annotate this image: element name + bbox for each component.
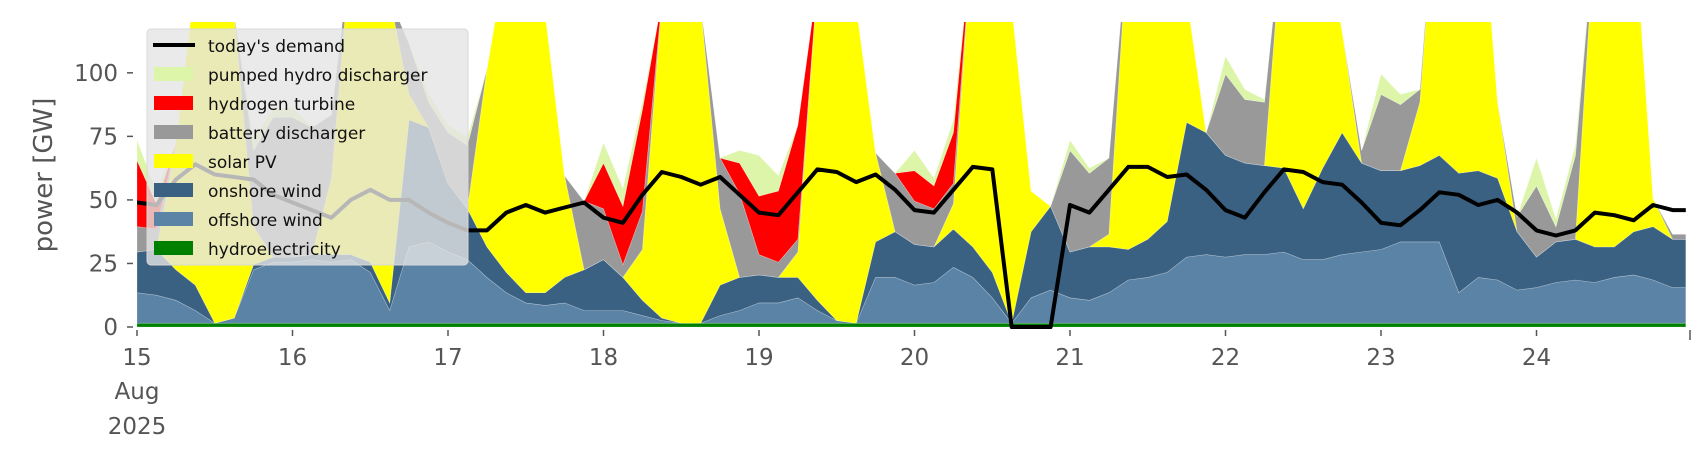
x-tick-label: 24 bbox=[1522, 345, 1551, 371]
legend-swatch-offshore bbox=[154, 212, 193, 226]
legend-label: pumped hydro discharger bbox=[208, 66, 427, 86]
y-tick-label: 100 bbox=[74, 61, 118, 87]
x-tick-label: 15 bbox=[122, 345, 151, 371]
legend-item-battery: battery discharger bbox=[154, 124, 365, 144]
x-tick-label: 16 bbox=[278, 345, 307, 371]
legend-item-hydrogen: hydrogen turbine bbox=[154, 95, 355, 115]
legend-label: hydroelectricity bbox=[208, 240, 341, 260]
legend-label: onshore wind bbox=[208, 182, 322, 202]
area-hydroelectricity bbox=[137, 322, 1687, 328]
y-tick-label: 25 bbox=[89, 251, 118, 277]
y-tick-label: 75 bbox=[89, 124, 118, 150]
legend-item-pumped-hydro: pumped hydro discharger bbox=[154, 66, 427, 86]
legend-swatch-solar bbox=[154, 154, 193, 168]
legend-item-offshore: offshore wind bbox=[154, 211, 323, 231]
legend-label: hydrogen turbine bbox=[208, 95, 355, 115]
legend-item-solar: solar PV bbox=[154, 153, 277, 173]
x-tick-label: 20 bbox=[900, 345, 929, 371]
x-tick-label: 22 bbox=[1211, 345, 1240, 371]
x-tick-label: 17 bbox=[433, 345, 462, 371]
legend-item-hydro: hydroelectricity bbox=[154, 240, 341, 260]
x-tick-label: 19 bbox=[744, 345, 773, 371]
y-axis: 0 25 50 75 100 bbox=[74, 61, 133, 341]
x-tick-label: Aug bbox=[115, 379, 160, 405]
legend-box bbox=[146, 28, 469, 266]
x-tick-label: 23 bbox=[1366, 345, 1395, 371]
legend-swatch-hydro bbox=[154, 241, 193, 255]
legend-swatch-onshore bbox=[154, 183, 193, 197]
x-tick-label: 18 bbox=[589, 345, 618, 371]
y-axis-label: power [GW] bbox=[29, 98, 59, 253]
legend-label: offshore wind bbox=[208, 211, 323, 231]
x-axis: 15 Aug 2025 16 17 18 19 20 21 22 23 24 bbox=[108, 330, 1691, 440]
x-tick-label: 2025 bbox=[108, 414, 167, 440]
legend: today's demand pumped hydro discharger h… bbox=[146, 28, 469, 266]
legend-swatch-battery bbox=[154, 125, 193, 139]
legend-label: today's demand bbox=[208, 37, 345, 57]
legend-item-demand: today's demand bbox=[153, 37, 345, 57]
legend-swatch-hydrogen bbox=[154, 96, 193, 110]
legend-label: battery discharger bbox=[208, 124, 365, 144]
y-tick-label: 0 bbox=[103, 315, 118, 341]
legend-item-onshore: onshore wind bbox=[154, 182, 322, 202]
y-tick-label: 50 bbox=[89, 188, 118, 214]
area-hydrogen-turbine bbox=[137, 22, 1686, 266]
x-tick-label: 21 bbox=[1055, 345, 1084, 371]
legend-swatch-pumped-hydro bbox=[154, 67, 193, 81]
legend-label: solar PV bbox=[208, 153, 277, 173]
